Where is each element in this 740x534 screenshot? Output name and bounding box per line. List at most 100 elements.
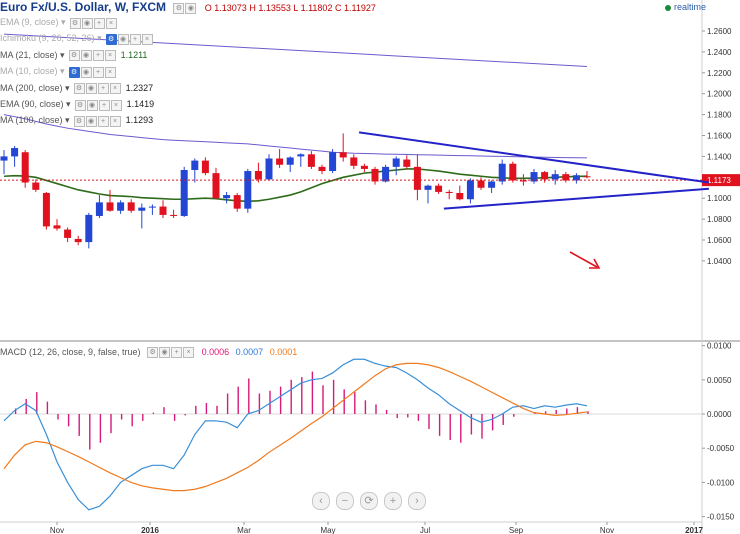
visibility-icon[interactable]: ◉ (80, 50, 92, 62)
add-icon[interactable]: + (171, 347, 183, 359)
close-icon[interactable]: × (105, 17, 117, 29)
add-icon[interactable]: + (92, 66, 104, 78)
candle-body (307, 154, 315, 167)
settings-icon[interactable]: ⚙ (68, 66, 80, 78)
candle-body (530, 172, 538, 182)
settings-icon[interactable]: ⚙ (68, 50, 80, 62)
close-label: C (334, 3, 342, 13)
indicator-row[interactable]: MA (100, close) ▾ ⚙ ◉ + × 1.1293 (0, 114, 153, 128)
visibility-icon[interactable]: ◉ (80, 66, 92, 78)
indicator-row[interactable]: MA (21, close) ▾ ⚙ ◉ + × 1.1211 (0, 49, 147, 62)
macd-y-tick-label: 0.0100 (707, 342, 732, 351)
settings-icon[interactable]: ⚙ (74, 99, 86, 111)
macd-y-tick-label: 0.0050 (707, 376, 732, 385)
indicator-row[interactable]: EMA (9, close) ▾ ⚙ ◉ + × (0, 16, 122, 29)
last-price-label: 1.1173 (707, 176, 731, 185)
add-icon[interactable]: + (97, 83, 109, 95)
dropdown-caret-icon[interactable]: ▾ (62, 115, 70, 126)
settings-icon[interactable]: ⚙ (73, 116, 85, 128)
macd-y-tick-label: -0.0100 (707, 478, 735, 487)
candle-body (0, 156, 8, 161)
close-icon[interactable]: × (104, 66, 116, 78)
candle-body (350, 157, 358, 166)
add-icon[interactable]: + (97, 116, 109, 128)
candle-body (392, 158, 400, 167)
x-tick-label: Sep (509, 526, 524, 534)
close-icon[interactable]: × (104, 50, 116, 62)
candle-body (318, 166, 326, 172)
reset-zoom-button[interactable]: ⟳ (360, 492, 378, 510)
close-icon[interactable]: × (141, 34, 153, 46)
symbol-header: Euro Fx/U.S. Dollar, W, FXCM ⚙ ◉ O 1.1307… (0, 0, 376, 15)
x-tick-label: 2017 (685, 526, 703, 534)
visibility-icon[interactable]: ◉ (185, 3, 197, 15)
y-tick-label: 1.0400 (707, 257, 732, 266)
candle-body (106, 202, 114, 211)
macd-y-tick-label: -0.0050 (707, 444, 735, 453)
ma-21-line (3, 168, 588, 203)
dropdown-caret-icon[interactable]: ▾ (94, 33, 102, 44)
settings-icon[interactable]: ⚙ (105, 34, 117, 46)
settings-icon[interactable]: ⚙ (147, 347, 159, 359)
candle-body (562, 174, 570, 181)
dropdown-caret-icon[interactable]: ▾ (57, 49, 65, 60)
candle-body (265, 158, 273, 180)
settings-icon[interactable]: ⚙ (173, 3, 185, 15)
candle-body (435, 185, 443, 192)
dropdown-caret-icon[interactable]: ▾ (57, 66, 65, 77)
x-tick-label: Nov (600, 526, 614, 534)
x-tick-label: Jul (420, 526, 430, 534)
indicator-buttons: ⚙ ◉ + × (69, 17, 118, 29)
realtime-dot-icon (664, 4, 671, 11)
add-icon[interactable]: + (92, 50, 104, 62)
indicator-row[interactable]: MA (10, close) ▾ ⚙ ◉ + × (0, 65, 121, 78)
close-icon[interactable]: × (183, 347, 195, 359)
scroll-right-button[interactable]: › (408, 492, 426, 510)
ma-100-line (3, 114, 588, 159)
indicator-label: Ichimoku (9, 26, 52, 26) (0, 33, 95, 44)
candle-body (148, 206, 156, 208)
candle-body (488, 181, 496, 188)
visibility-icon[interactable]: ◉ (159, 347, 171, 359)
macd-label: MACD (12, 26, close, 9, false, true) (0, 347, 141, 357)
indicator-label: MA (200, close) (0, 82, 63, 93)
candle-body (244, 171, 252, 209)
settings-icon[interactable]: ⚙ (73, 83, 85, 95)
visibility-icon[interactable]: ◉ (85, 116, 97, 128)
dropdown-caret-icon[interactable]: ▾ (62, 82, 70, 93)
y-tick-label: 1.1000 (707, 194, 732, 203)
open-label: O (204, 3, 212, 13)
indicator-buttons: ⚙ ◉ + × (68, 49, 117, 62)
settings-icon[interactable]: ⚙ (69, 17, 81, 29)
indicator-row[interactable]: EMA (90, close) ▾ ⚙ ◉ + × 1.1419 (0, 98, 155, 111)
visibility-icon[interactable]: ◉ (81, 17, 93, 29)
add-icon[interactable]: + (93, 17, 105, 29)
zoom-out-button[interactable]: − (336, 492, 354, 510)
candle-body (117, 202, 125, 211)
dropdown-caret-icon[interactable]: ▾ (58, 17, 66, 27)
candle-body (42, 192, 50, 227)
candle-body (371, 168, 379, 182)
indicator-row[interactable]: Ichimoku (9, 26, 52, 26) ▾ ⚙ ◉ + × (0, 32, 158, 46)
close-icon[interactable]: × (110, 99, 122, 111)
zoom-in-button[interactable]: + (384, 492, 402, 510)
add-icon[interactable]: + (129, 34, 141, 46)
y-tick-label: 1.2600 (707, 27, 732, 36)
indicator-value: 1.1419 (126, 99, 155, 109)
scroll-left-button[interactable]: ‹ (312, 492, 330, 510)
candle-body (74, 238, 82, 243)
y-tick-label: 1.2000 (707, 90, 732, 99)
visibility-icon[interactable]: ◉ (86, 99, 98, 111)
candle-body (509, 163, 517, 181)
indicator-row[interactable]: MA (200, close) ▾ ⚙ ◉ + × 1.2327 (0, 82, 153, 95)
close-icon[interactable]: × (109, 83, 121, 95)
candle-body (583, 176, 591, 178)
close-icon[interactable]: × (109, 116, 121, 128)
add-icon[interactable]: + (98, 99, 110, 111)
visibility-icon[interactable]: ◉ (85, 83, 97, 95)
header-buttons: ⚙ ◉ (173, 1, 197, 15)
visibility-icon[interactable]: ◉ (117, 34, 129, 46)
dropdown-caret-icon[interactable]: ▾ (63, 99, 71, 109)
open-value: 1.13073 (214, 3, 247, 13)
